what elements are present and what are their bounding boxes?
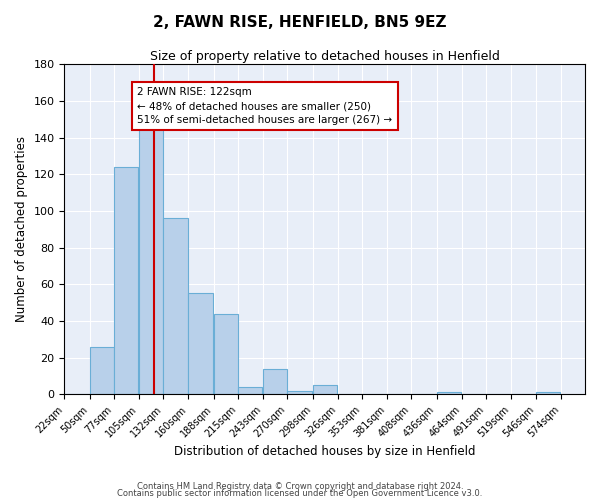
Text: 2, FAWN RISE, HENFIELD, BN5 9EZ: 2, FAWN RISE, HENFIELD, BN5 9EZ [153,15,447,30]
Bar [287,390,311,394]
Bar [214,314,238,394]
Text: Contains HM Land Registry data © Crown copyright and database right 2024.: Contains HM Land Registry data © Crown c… [137,482,463,491]
Bar [263,368,287,394]
Bar [89,346,114,395]
X-axis label: Distribution of detached houses by size in Henfield: Distribution of detached houses by size … [174,444,475,458]
Bar [163,218,188,394]
Bar [188,294,213,394]
Bar [313,385,337,394]
Bar [536,392,560,394]
Text: Contains public sector information licensed under the Open Government Licence v3: Contains public sector information licen… [118,490,482,498]
Bar [114,167,138,394]
Bar [238,387,262,394]
Y-axis label: Number of detached properties: Number of detached properties [15,136,28,322]
Text: 2 FAWN RISE: 122sqm
← 48% of detached houses are smaller (250)
51% of semi-detac: 2 FAWN RISE: 122sqm ← 48% of detached ho… [137,88,392,126]
Title: Size of property relative to detached houses in Henfield: Size of property relative to detached ho… [150,50,500,63]
Bar [437,392,461,394]
Bar [139,123,163,394]
